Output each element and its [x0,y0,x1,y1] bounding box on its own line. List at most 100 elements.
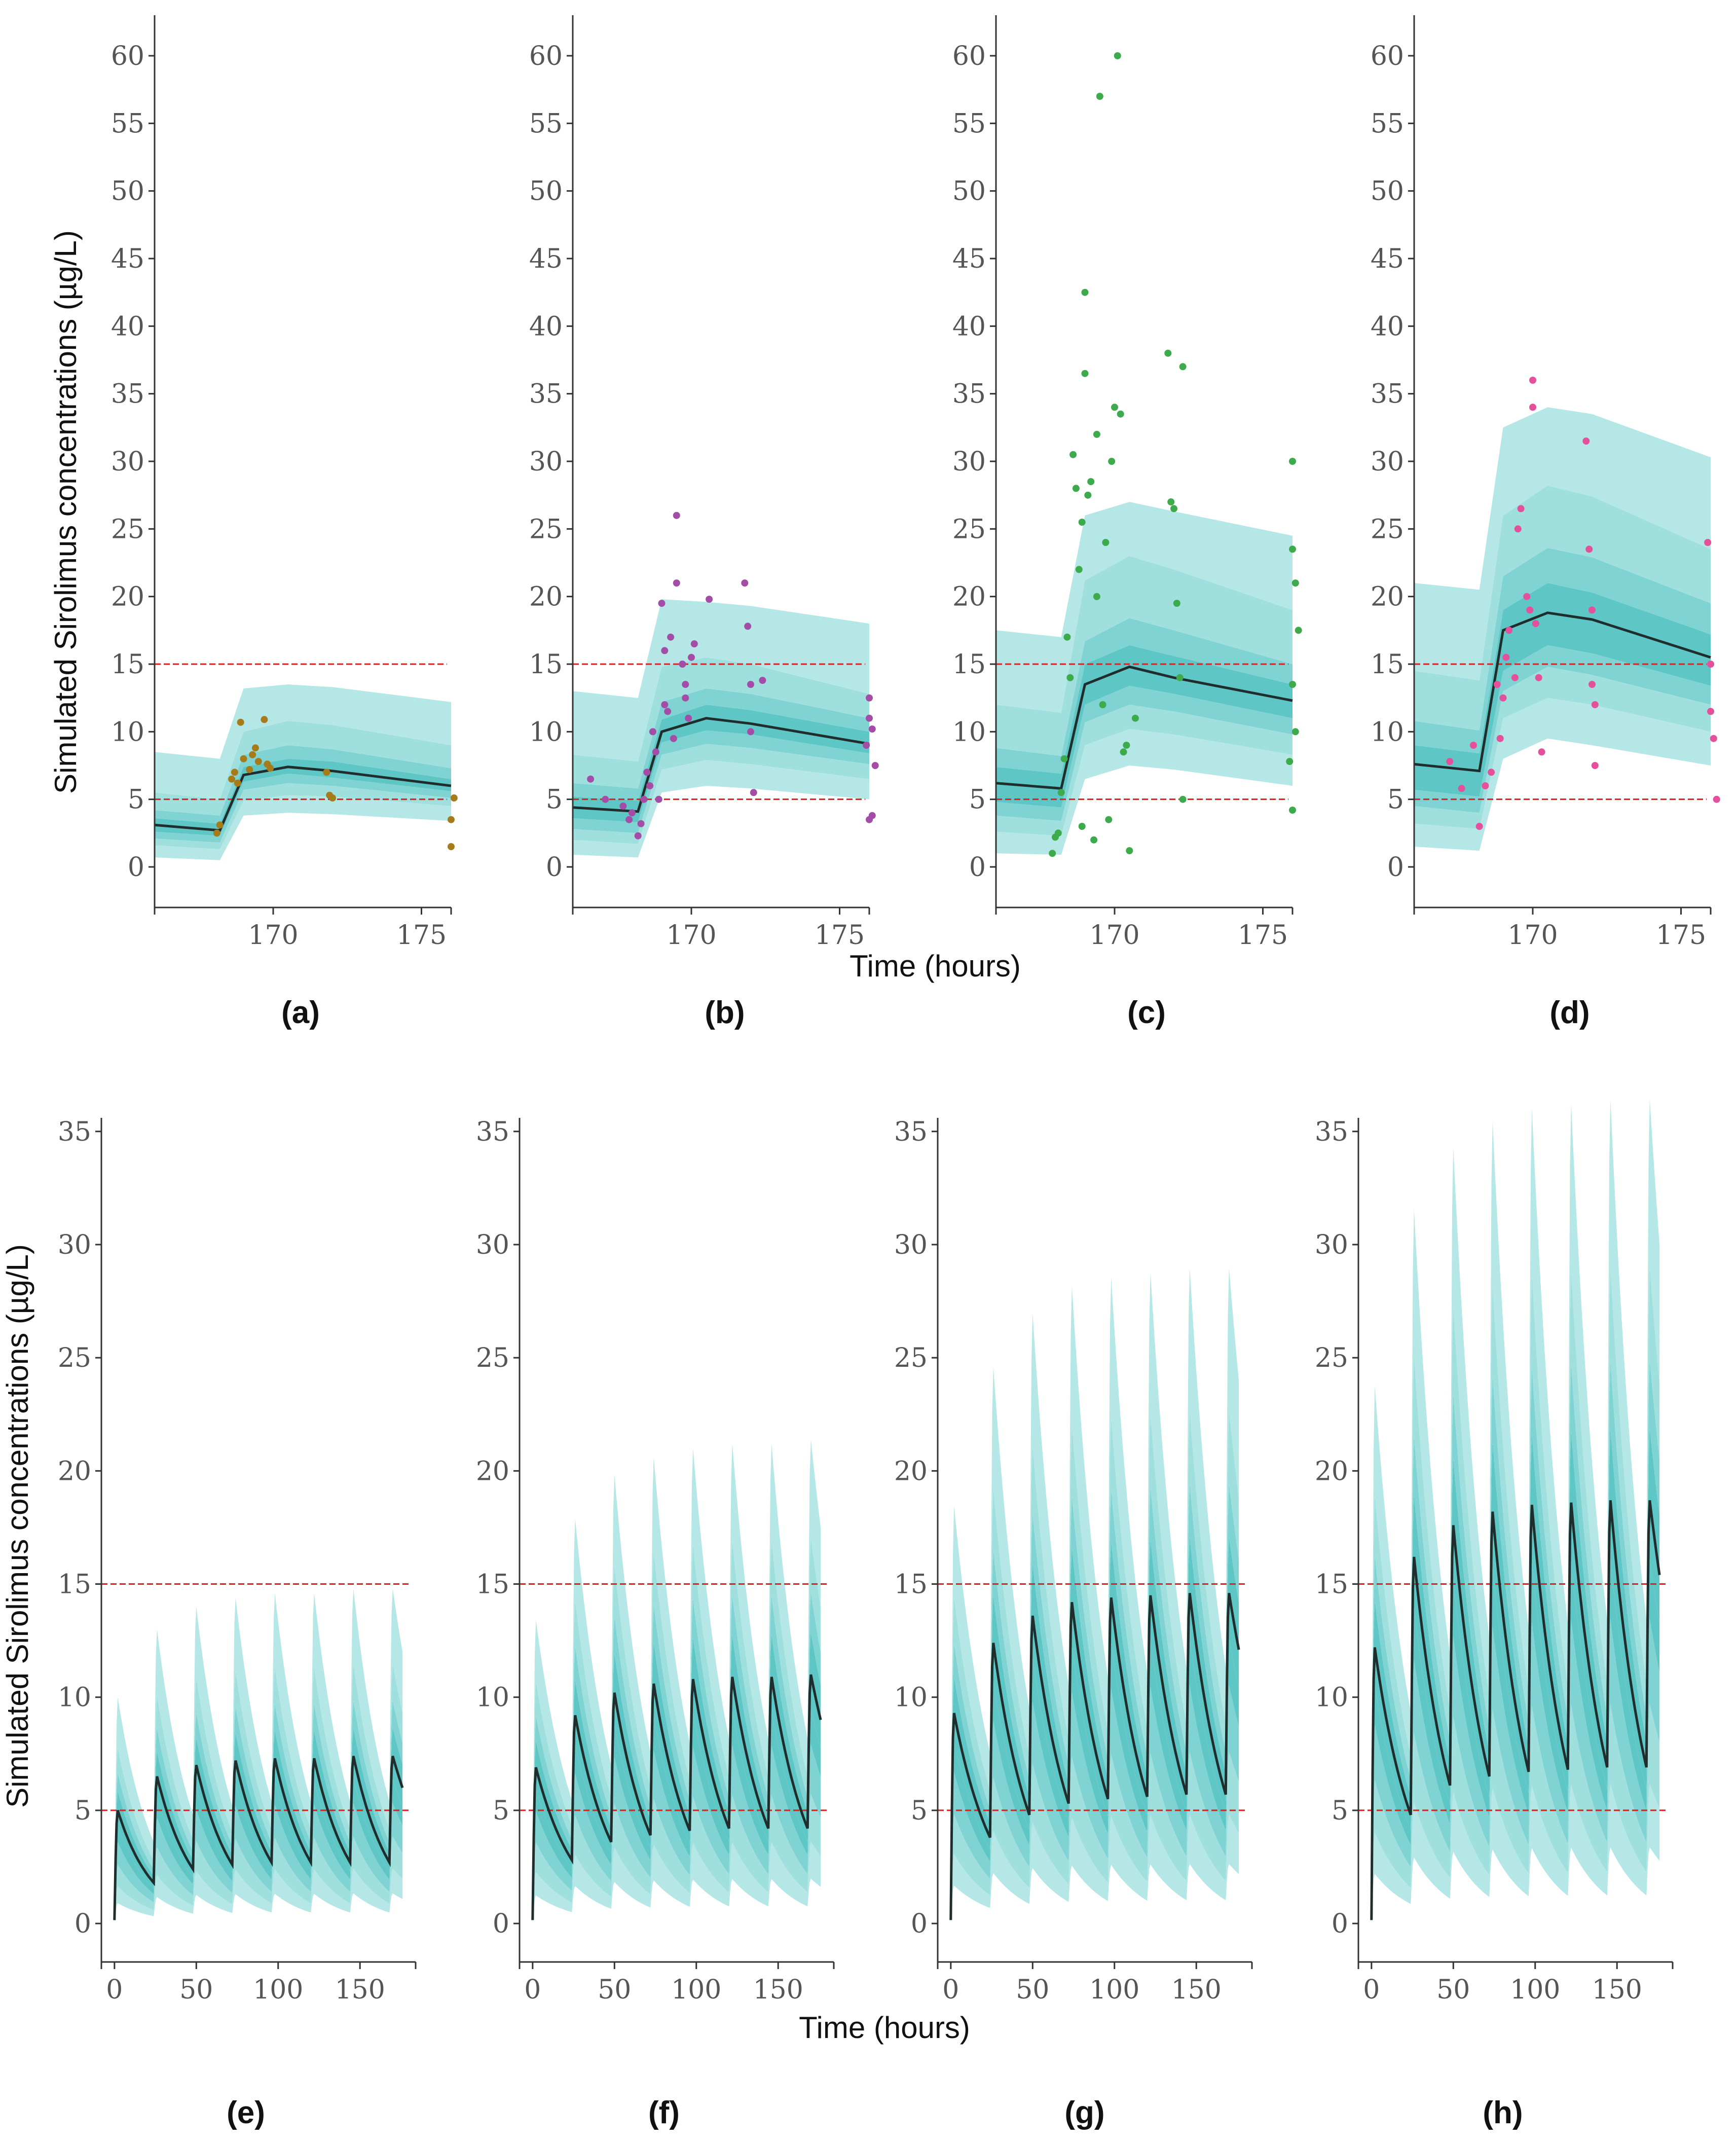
y-tick-label: 15 [529,649,563,680]
bottom-y-axis-label: Simulated Sirolimus concentrations (µg/L… [1,1244,34,1808]
prediction-band [950,1268,1239,1918]
observed-point [871,762,879,769]
observed-point [866,714,873,722]
median-line [949,1593,1240,1920]
observed-point [1482,782,1489,789]
prediction-band [950,1484,1239,1920]
prediction-band [950,1411,1239,1919]
observed-point [1084,491,1092,499]
prediction-band [573,705,869,822]
observed-point [1514,525,1522,533]
observed-point [868,725,876,733]
panel-label: (a) [281,995,320,1030]
observed-point [655,795,662,803]
prediction-band [1371,1559,1660,1921]
y-tick-label: 10 [529,717,563,747]
y-tick-label: 35 [1371,379,1404,410]
y-tick-label: 20 [1315,1456,1348,1486]
prediction-band [532,1841,821,1923]
y-tick-label: 20 [529,582,563,612]
y-tick-label: 30 [894,1230,928,1260]
observed-point [688,653,695,661]
observed-point [254,758,262,765]
observed-point [661,701,669,708]
y-tick-label: 60 [952,41,986,71]
observed-point [667,633,675,641]
observed-point [1523,593,1531,600]
observed-point [1291,728,1299,736]
observed-point [1081,370,1089,377]
panel-e: 0 5 10 15 20 25 30 35 0 50 100 150 (e) [58,1117,417,2130]
observed-point [652,748,659,756]
y-tick-label: 5 [493,1796,509,1826]
y-tick-label: 25 [111,514,144,544]
observed-point [1078,823,1086,830]
median-line [1414,611,1711,773]
observed-point [1057,789,1065,796]
observed-point [682,694,689,702]
observed-point [1589,606,1596,614]
prediction-band [1371,1703,1660,1922]
x-tick-label: 50 [179,1975,213,2005]
observed-point [759,677,766,684]
observed-point [868,812,876,819]
observed-point [1295,627,1302,634]
observed-point [658,600,666,607]
prediction-band [573,688,869,801]
x-tick-label: 50 [1016,1975,1049,2005]
y-tick-label: 30 [111,447,144,477]
y-tick-label: 35 [111,379,144,410]
panel-a: 0 5 10 15 20 25 30 35 40 45 50 55 60 170 175 (a) [111,15,458,1030]
y-tick-label: 35 [476,1117,509,1147]
y-tick-label: 35 [1315,1117,1348,1147]
x-tick-label: 170 [1507,920,1558,951]
prediction-band [1414,645,1711,813]
observed-point [1458,785,1465,792]
prediction-band [114,1664,403,1919]
observed-point [1167,498,1175,505]
y-tick-label: 30 [952,447,986,477]
x-tick-label: 175 [1656,920,1706,951]
y-tick-label: 40 [1371,311,1404,342]
observed-point [1538,748,1545,756]
x-tick-label: 170 [666,920,716,951]
observed-point [261,716,268,723]
observed-point [646,782,654,789]
prediction-band [573,744,869,844]
panel-d: 0 5 10 15 20 25 30 35 40 45 50 55 60 170 175 (d) [1371,15,1720,1030]
observed-point [1049,850,1056,857]
y-tick-label: 50 [952,176,986,207]
x-tick-label: 0 [524,1975,541,2005]
observed-point [1131,714,1139,722]
prediction-band [996,705,1292,836]
y-tick-label: 10 [58,1683,91,1713]
y-tick-label: 30 [1371,447,1404,477]
y-tick-label: 25 [1315,1343,1348,1373]
observed-point [1179,363,1187,371]
y-tick-label: 35 [58,1117,91,1147]
x-tick-label: 175 [1238,920,1288,951]
observed-point [1164,349,1172,357]
prediction-band [532,1632,821,1921]
y-tick-label: 60 [111,41,144,71]
observed-point [1123,742,1130,749]
observed-point [1054,829,1062,837]
observed-point [1713,795,1720,803]
prediction-band [573,657,869,789]
x-tick-label: 0 [106,1975,123,2005]
observed-point [448,843,455,850]
prediction-band [1414,486,1711,731]
x-tick-label: 175 [396,920,447,951]
y-tick-label: 40 [529,311,563,342]
observed-point [213,829,220,837]
y-tick-label: 5 [75,1796,91,1826]
y-tick-label: 55 [1371,108,1404,139]
observed-point [1505,627,1513,634]
observed-point [744,623,752,630]
prediction-band [1414,667,1711,829]
prediction-band [114,1588,403,1918]
y-tick-label: 45 [529,244,563,274]
observed-point [1591,701,1599,708]
prediction-band [532,1794,821,1922]
prediction-band [532,1592,821,1920]
